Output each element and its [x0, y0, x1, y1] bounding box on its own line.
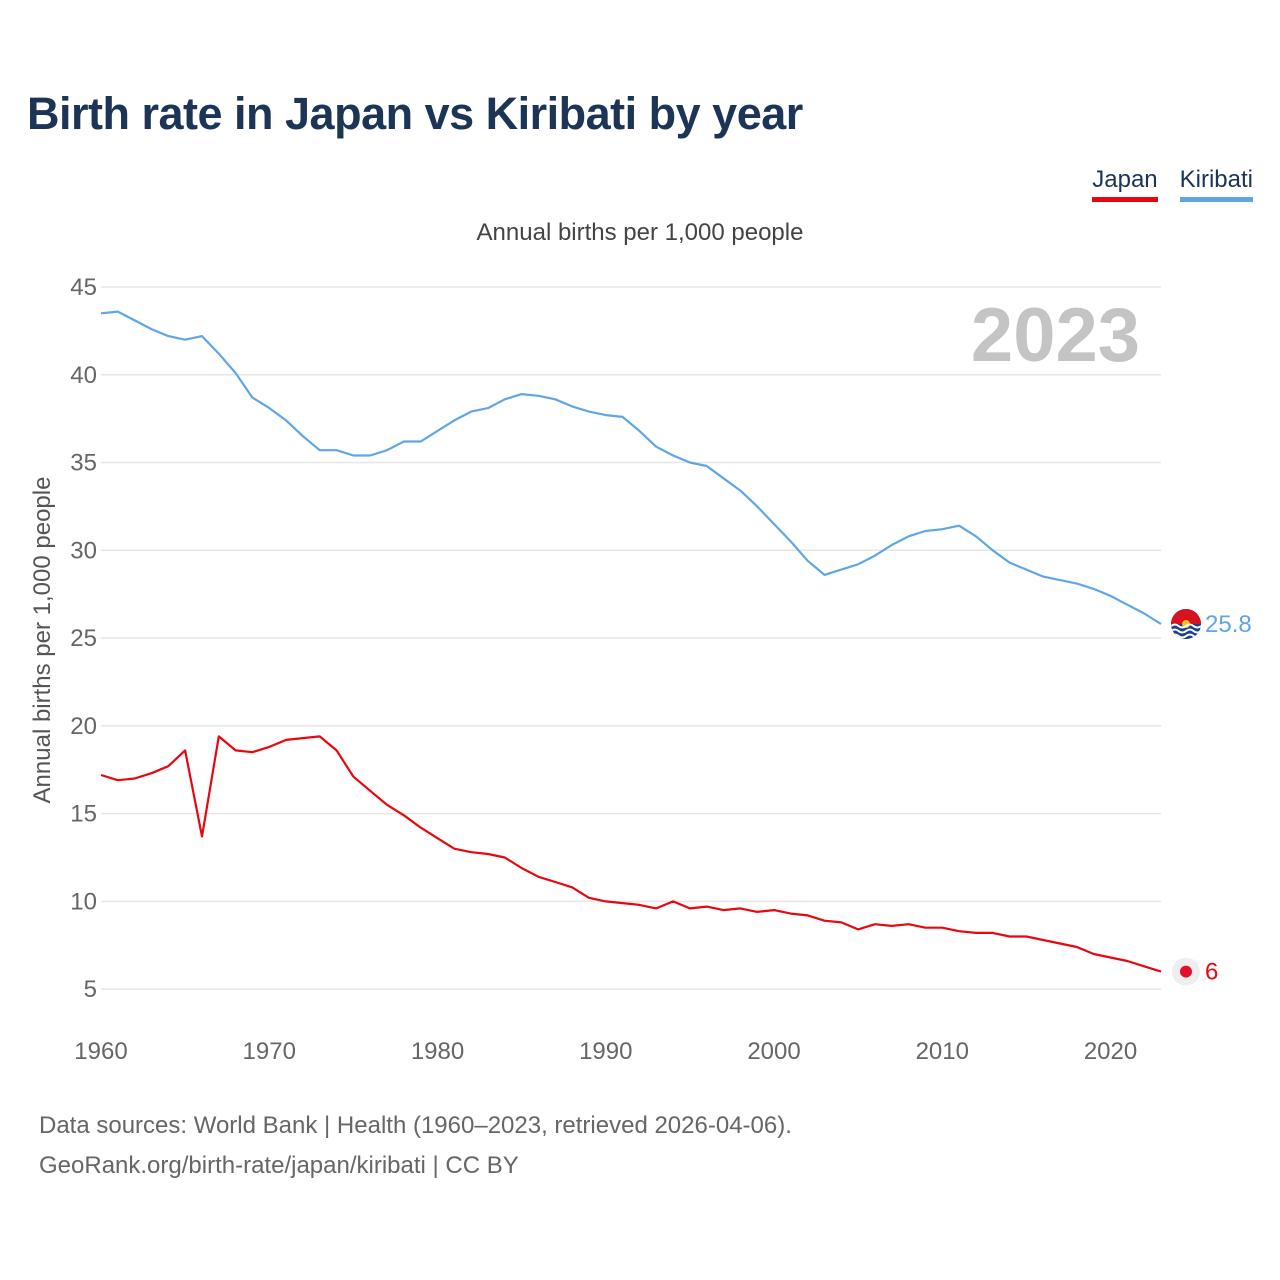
x-tick-label: 1980: [411, 1038, 464, 1065]
legend-item-japan[interactable]: Japan: [1092, 166, 1158, 202]
y-tick-label: 45: [70, 274, 97, 301]
year-watermark: 2023: [971, 293, 1140, 378]
y-axis-ticks: 5 10 15 20 25 30 35 40 45: [70, 274, 97, 1003]
legend-item-kiribati[interactable]: Kiribati: [1179, 166, 1253, 202]
source-url[interactable]: GeoRank.org/birth-rate/japan/kiribati | …: [39, 1152, 519, 1179]
x-axis-ticks: 1960 1970 1980 1990 2000 2010 2020: [74, 1038, 1137, 1065]
series-end-label-kiribati: 25.8: [1205, 611, 1252, 638]
gridlines: [101, 286, 1161, 990]
series-line-japan[interactable]: [100, 735, 1162, 973]
x-tick-label: 2000: [747, 1038, 800, 1065]
legend: Japan Kiribati: [1092, 166, 1253, 202]
y-tick-label: 40: [70, 362, 97, 389]
x-tick-label: 1960: [74, 1038, 127, 1065]
y-tick-label: 35: [70, 450, 97, 477]
y-tick-label: 20: [70, 713, 97, 740]
y-tick-label: 25: [70, 625, 97, 652]
y-axis-label: Annual births per 1,000 people: [29, 477, 56, 804]
y-tick-label: 15: [70, 801, 97, 828]
series-line-kiribati[interactable]: [100, 310, 1162, 625]
chart-subtitle: Annual births per 1,000 people: [477, 219, 804, 246]
y-tick-label: 5: [84, 976, 97, 1003]
y-tick-label: 10: [70, 888, 97, 915]
x-tick-label: 1990: [579, 1038, 632, 1065]
japan-flag-disc: [1180, 965, 1192, 978]
series-lines: [100, 310, 1162, 973]
x-tick-label: 2010: [916, 1038, 969, 1065]
line-chart: 5 10 15 20 25 30 35 40 45 1960 1970 1980 1990 2000 20…: [29, 219, 1252, 1065]
x-tick-label: 1970: [243, 1038, 296, 1065]
series-end-label-japan: 6: [1205, 959, 1218, 986]
kiribati-flag-icon: [1171, 609, 1201, 640]
series-end-markers: 625.8: [1171, 609, 1252, 986]
data-source-note: Data sources: World Bank | Health (1960–…: [39, 1112, 792, 1139]
y-tick-label: 30: [70, 537, 97, 564]
footer: Data sources: World Bank | Health (1960–…: [39, 1106, 792, 1186]
x-tick-label: 2020: [1084, 1038, 1137, 1065]
chart-title: Birth rate in Japan vs Kiribati by year: [27, 88, 803, 139]
